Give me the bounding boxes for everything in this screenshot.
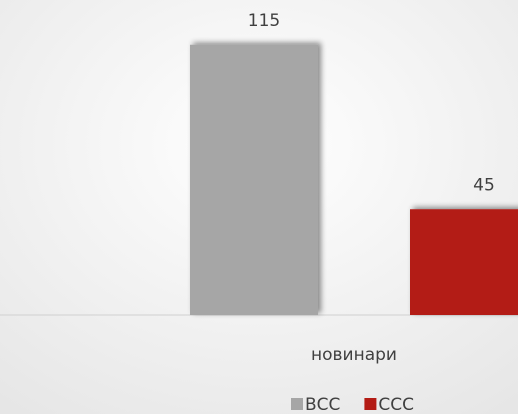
x-tick-label: новинари <box>311 345 397 365</box>
legend-label: ВСС <box>305 395 340 414</box>
data-label: 45 <box>473 175 495 195</box>
data-label: 115 <box>248 11 280 31</box>
bar <box>410 209 518 315</box>
bar <box>190 44 318 315</box>
legend-swatch <box>364 398 377 410</box>
legend-label: ССС <box>378 395 414 414</box>
legend-swatch <box>291 398 303 410</box>
